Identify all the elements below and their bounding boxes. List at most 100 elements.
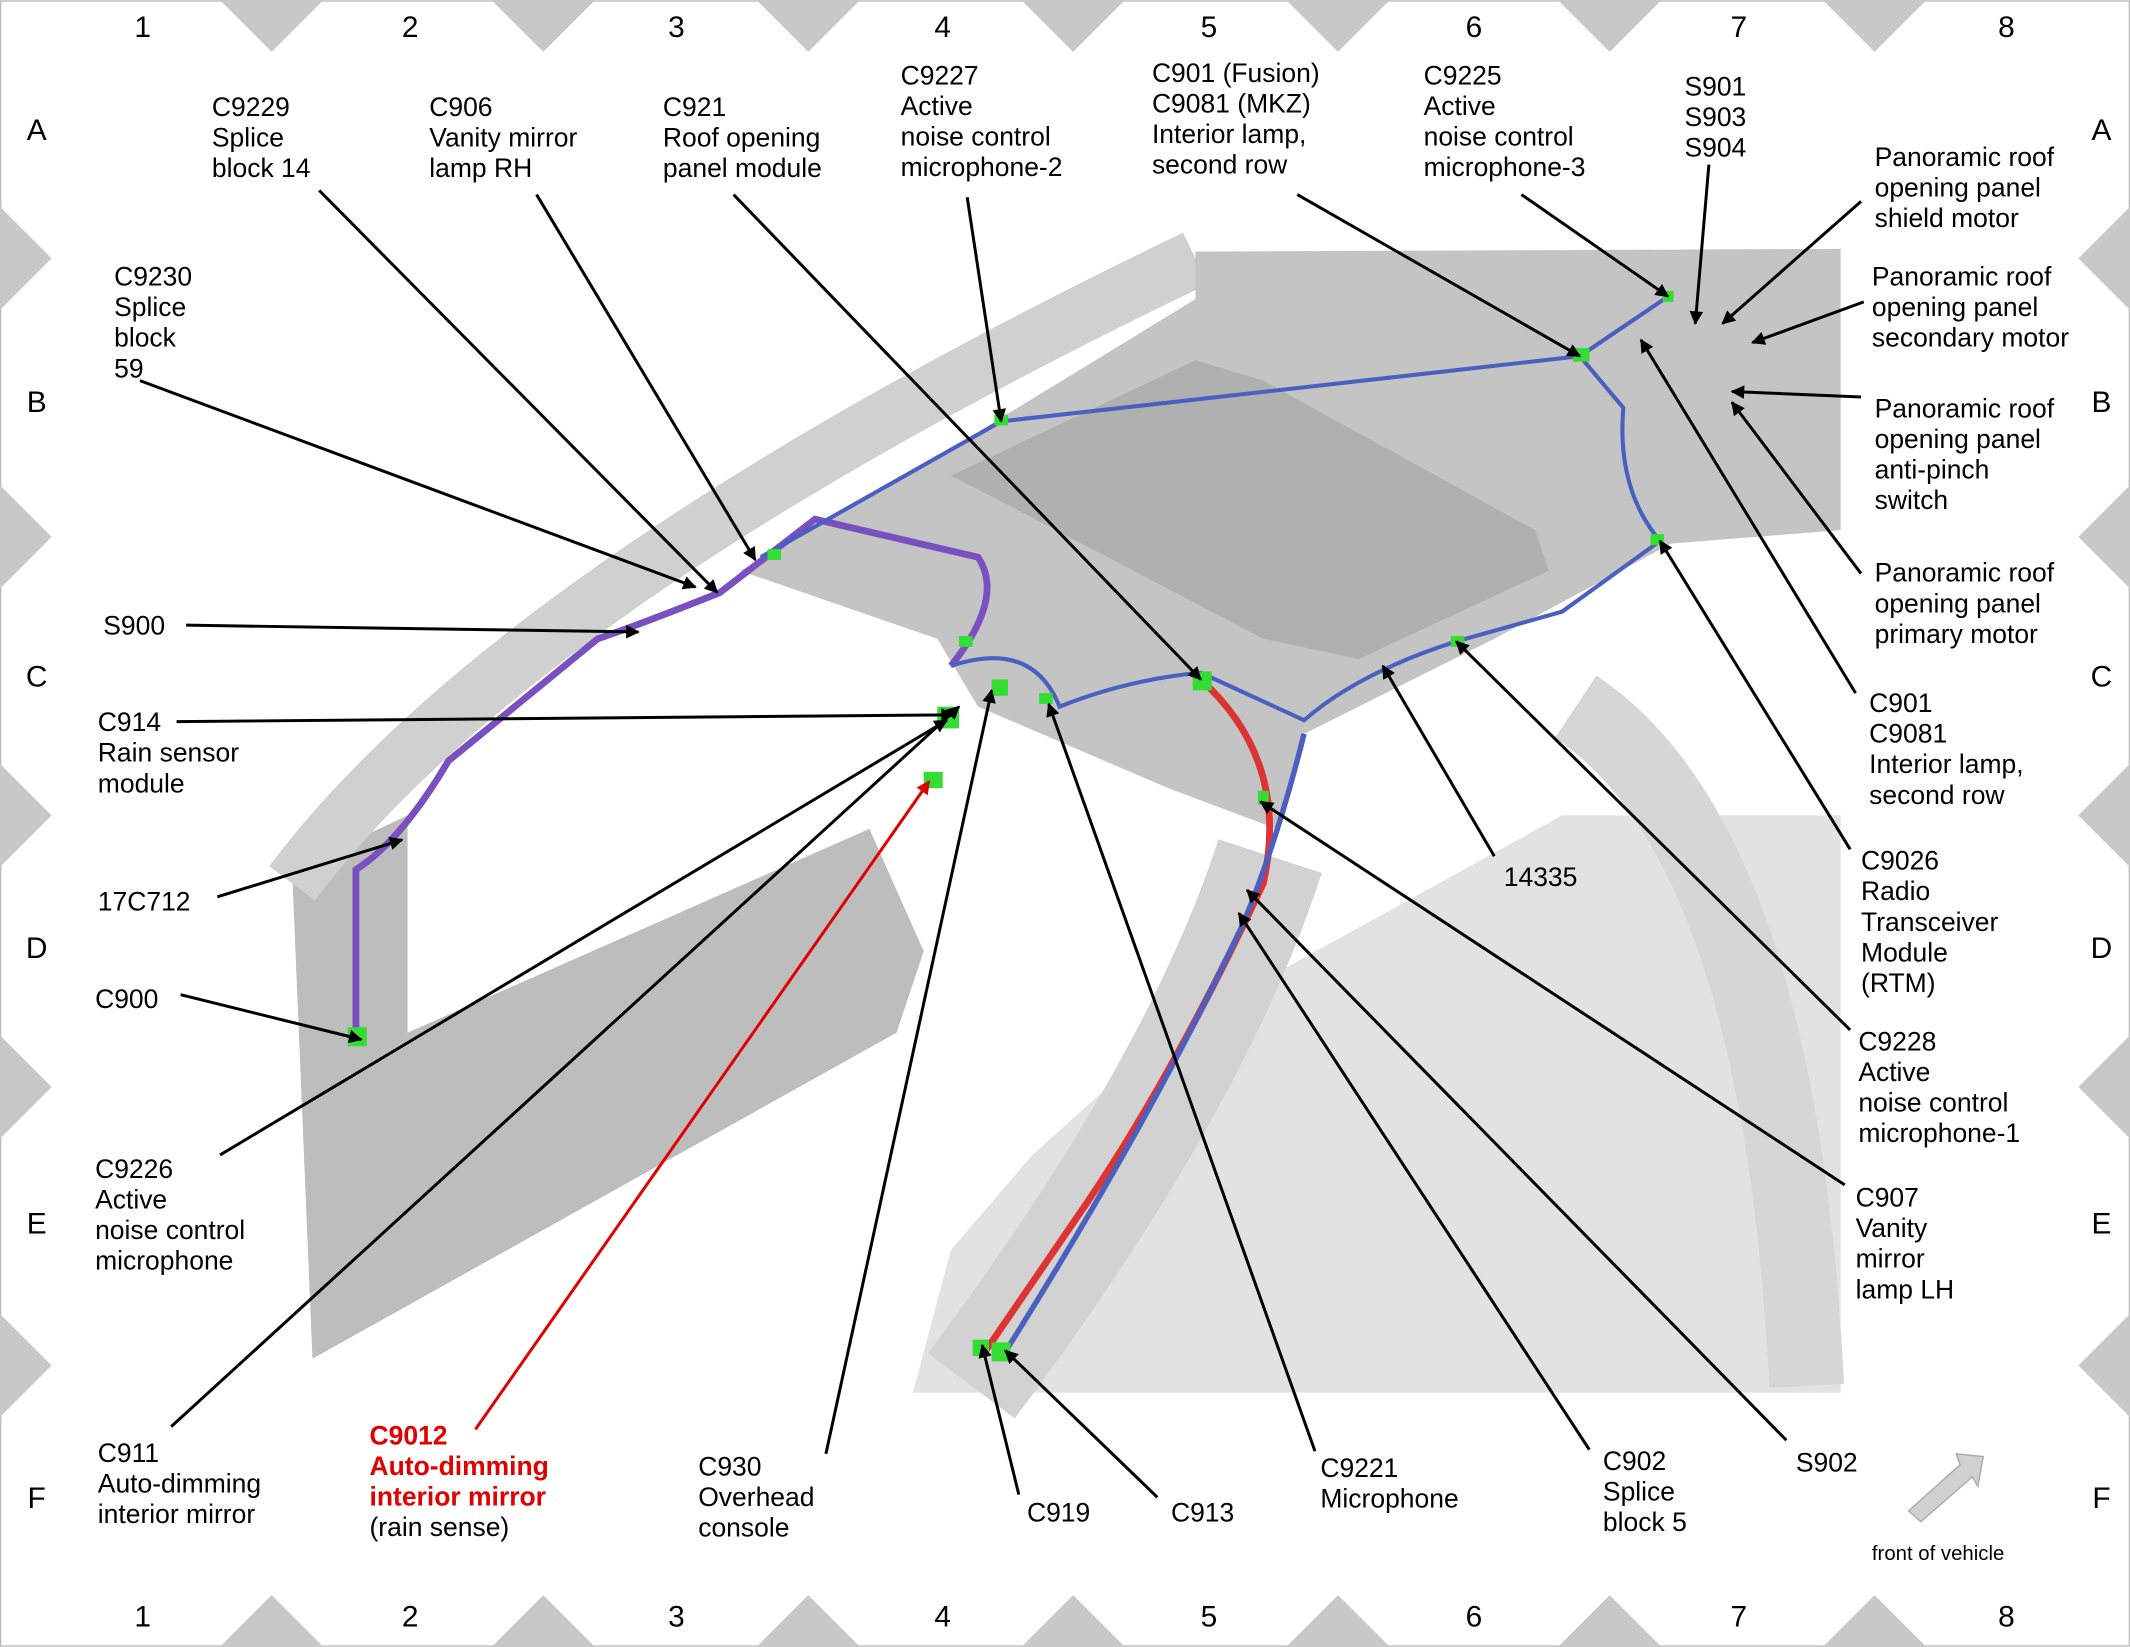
row-label: D — [2091, 932, 2113, 965]
leader-line — [1237, 912, 1591, 1451]
column-label: 2 — [402, 11, 419, 44]
front-arrow: front of vehicle — [1872, 1453, 2004, 1565]
column-label: 4 — [934, 11, 951, 44]
frame-diamond — [1822, 0, 1927, 52]
callout-label: C9228 — [1858, 1026, 1936, 1056]
callout-label: C901 — [1869, 688, 1932, 718]
frame-diamond — [0, 485, 52, 589]
frame-diamond — [1021, 1595, 1125, 1647]
callout-label: opening panel — [1875, 588, 2041, 618]
callout-label: block — [114, 323, 177, 353]
callout-label: C901 (Fusion) — [1152, 58, 1320, 88]
row-label: A — [27, 114, 47, 147]
row-label: C — [2091, 660, 2113, 693]
callout-label: second row — [1869, 780, 2005, 810]
column-label: 7 — [1730, 1600, 1747, 1633]
callout-label: Auto-dimming — [98, 1469, 261, 1499]
leader-line — [535, 193, 757, 562]
callout-label: Active — [95, 1185, 167, 1215]
row-label: C — [26, 660, 48, 693]
column-label: 3 — [668, 1600, 685, 1633]
leader-line — [139, 379, 697, 590]
frame-diamond — [1558, 1595, 1662, 1647]
frame-diamond — [756, 1595, 860, 1647]
callout-label: shield motor — [1875, 203, 2019, 233]
callout-label: Active — [1424, 91, 1496, 121]
frame-diamond — [0, 206, 52, 311]
callout-label: Auto-dimming — [369, 1451, 548, 1481]
leader-line — [965, 197, 1007, 423]
callout-label: C919 — [1027, 1498, 1090, 1528]
callout-label: S902 — [1796, 1447, 1858, 1477]
frame-diamond — [2078, 485, 2130, 589]
callout-label: opening panel — [1875, 173, 2041, 203]
leader-line — [824, 689, 996, 1455]
vehicle-body — [269, 232, 1845, 1419]
callout-label: Panoramic roof — [1875, 393, 2055, 423]
frame-diamond — [2078, 206, 2130, 311]
callout-label: S900 — [103, 611, 165, 641]
leader-line — [1751, 300, 1865, 345]
frame-diamond — [2078, 1313, 2130, 1418]
leader-line — [318, 189, 719, 594]
frame-diamond — [1021, 0, 1125, 52]
frame-diamond — [1558, 0, 1662, 52]
leader-line — [170, 705, 961, 1428]
callout-label: anti-pinch — [1875, 454, 1990, 484]
column-label: 1 — [134, 11, 151, 44]
frame-diamond — [491, 0, 595, 52]
callout-label: C9229 — [212, 92, 290, 122]
callout-label: C9026 — [1861, 846, 1939, 876]
callout-label: noise control — [95, 1215, 245, 1245]
row-label: E — [27, 1208, 47, 1241]
column-label: 8 — [1998, 11, 2015, 44]
callout-label: microphone-3 — [1424, 152, 1586, 182]
row-label: B — [2092, 386, 2112, 419]
callout-label: C9012 — [369, 1420, 447, 1450]
callout-note: (rain sense) — [369, 1512, 509, 1542]
column-label: 5 — [1201, 11, 1218, 44]
leader-line — [1296, 193, 1582, 358]
leader-line — [1004, 1349, 1159, 1499]
row-label: D — [26, 932, 48, 965]
leader-line — [1689, 164, 1711, 325]
callout-label: Interior lamp, — [1869, 749, 2023, 779]
frame-diamond — [1822, 1595, 1927, 1647]
callout-label: C9227 — [901, 61, 979, 91]
leader-line — [1721, 200, 1863, 325]
column-label: 8 — [1998, 1600, 2015, 1633]
callout-label: C9230 — [114, 262, 192, 292]
callout-label: Microphone — [1320, 1483, 1458, 1513]
leader-line — [1639, 338, 1857, 694]
callout-label: Splice — [1603, 1477, 1675, 1507]
callout-label: microphone-2 — [901, 152, 1063, 182]
column-label: 6 — [1466, 1600, 1483, 1633]
leader-line — [1730, 401, 1863, 575]
callout-label: Splice — [114, 292, 186, 322]
leader-line — [1381, 664, 1496, 857]
column-label: 7 — [1730, 11, 1747, 44]
callout-label: Transceiver — [1861, 907, 1998, 937]
column-label: 4 — [934, 1600, 951, 1633]
frame-diamond — [1286, 1595, 1390, 1647]
callout-label: S903 — [1684, 102, 1746, 132]
callout-label: C9081 — [1869, 719, 1947, 749]
callout-label: opening panel — [1872, 292, 2038, 322]
callout-label: Panoramic roof — [1875, 558, 2055, 588]
column-label: 1 — [134, 1600, 151, 1633]
frame-diamond — [2078, 763, 2130, 867]
row-label: E — [2092, 1208, 2112, 1241]
callout-label: 59 — [114, 353, 143, 383]
frame-diamond — [0, 1035, 52, 1139]
callout-label: C913 — [1171, 1498, 1234, 1528]
leader-line — [1455, 640, 1852, 1032]
frame-diamond — [491, 1595, 595, 1647]
frame-diamond — [2078, 1035, 2130, 1139]
frame-diamond — [220, 1595, 324, 1647]
row-label: F — [28, 1482, 46, 1515]
callout-label: module — [98, 768, 185, 798]
